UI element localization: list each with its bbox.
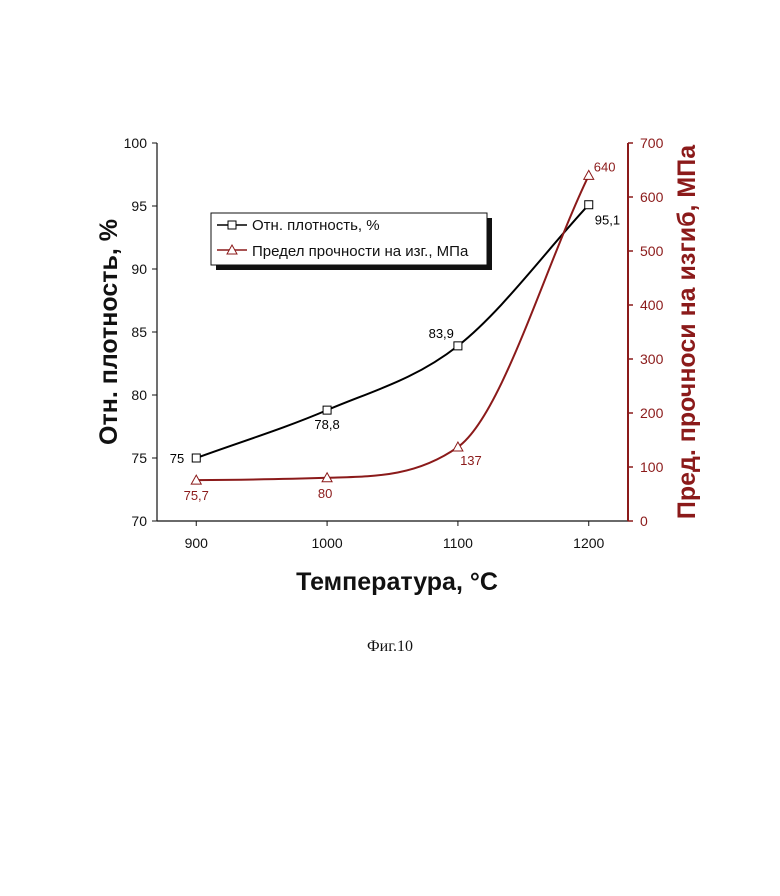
density-point: [454, 342, 462, 350]
y-right-tick-label: 500: [640, 243, 664, 259]
y-left-tick-label: 95: [131, 198, 147, 214]
strength-point: [584, 170, 594, 179]
y-left-tick-label: 85: [131, 324, 147, 340]
y-right-tick-label: 400: [640, 297, 664, 313]
y-right-tick-label: 600: [640, 189, 664, 205]
x-tick-label: 900: [185, 535, 209, 551]
y-axis-right-title: Пред. прочноси на изгиб, МПа: [673, 144, 701, 519]
strength-data-label: 80: [318, 486, 332, 501]
density-data-label: 95,1: [595, 213, 620, 228]
strength-data-label: 137: [460, 453, 482, 468]
y-left-tick-label: 70: [131, 513, 147, 529]
legend-label-strength: Предел прочности на изг., МПа: [252, 243, 469, 260]
y-axis-left-title: Отн. плотность, %: [95, 219, 123, 445]
y-left-tick-label: 100: [124, 135, 148, 151]
x-tick-label: 1100: [443, 535, 473, 551]
x-axis-title: Температура, °С: [296, 568, 498, 596]
y-right-tick-label: 700: [640, 135, 664, 151]
data-labels: 75 78,8 83,9 95,1 75,7 80 137 640: [170, 159, 620, 503]
density-point: [323, 406, 331, 414]
y-right-tick-label: 0: [640, 513, 648, 529]
x-tick-label: 1200: [573, 535, 604, 551]
y-left-tick-label: 80: [131, 387, 147, 403]
y-right-tick-label: 100: [640, 459, 664, 475]
density-data-label: 83,9: [429, 326, 454, 341]
legend-label-density: Отн. плотность, %: [252, 217, 380, 234]
legend-square-icon: [228, 221, 236, 229]
y-left-tick-label: 75: [131, 450, 147, 466]
density-point: [192, 454, 200, 462]
strength-data-label: 640: [594, 159, 616, 174]
density-data-label: 75: [170, 451, 184, 466]
density-data-label: 78,8: [314, 417, 339, 432]
y-right-tick-label: 300: [640, 351, 664, 367]
y-right-tick-label: 200: [640, 405, 664, 421]
figure-caption: Фиг.10: [0, 638, 780, 656]
x-tick-label: 1000: [312, 535, 343, 551]
y-left-tick-label: 90: [131, 261, 147, 277]
density-point: [585, 201, 593, 209]
strength-data-label: 75,7: [184, 488, 209, 503]
legend: Отн. плотность, % Предел прочности на из…: [211, 213, 492, 270]
